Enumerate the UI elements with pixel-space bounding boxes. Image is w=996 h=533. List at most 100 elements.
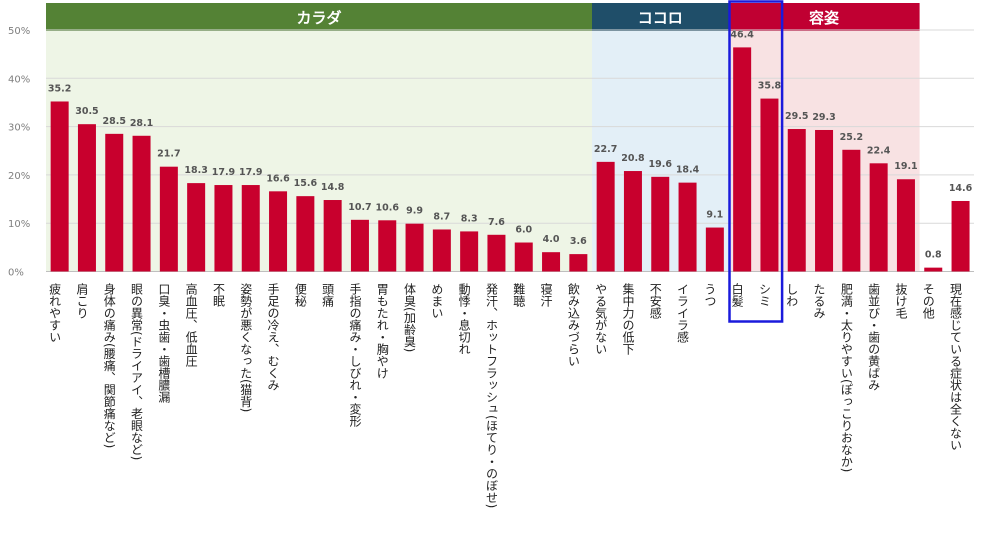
category-label: 疲れやすい — [48, 282, 62, 343]
bars — [50, 47, 970, 272]
category-label: 不安感 — [648, 283, 662, 319]
data-label: 4.0 — [543, 234, 560, 245]
category-label: 飲み込みづらい — [566, 282, 580, 367]
data-label: 15.6 — [294, 178, 318, 189]
bar — [842, 149, 861, 272]
category-label: 体臭(加齢臭) — [403, 283, 417, 353]
category-label: 身体の痛み(腰痛、関節痛など) — [102, 282, 116, 449]
y-tick-label: 10% — [8, 219, 30, 230]
category-label: 高血圧、低血圧 — [184, 282, 198, 368]
data-label: 16.6 — [266, 173, 290, 184]
category-label: めまい — [430, 283, 444, 319]
data-label: 19.1 — [894, 161, 917, 172]
y-tick-label: 40% — [8, 74, 30, 85]
category-label: 歯並び・歯の黄ばみ — [867, 283, 881, 391]
bar — [432, 229, 451, 272]
bar — [323, 200, 342, 272]
bar — [487, 234, 506, 272]
category-label: イライラ感 — [676, 283, 690, 343]
bar — [623, 171, 642, 272]
bar — [705, 227, 724, 272]
data-label: 18.4 — [676, 165, 700, 176]
category-label: たるみ — [812, 283, 826, 319]
bar — [405, 223, 424, 272]
data-label: 0.8 — [925, 250, 942, 261]
category-label: 寝汗 — [539, 282, 553, 307]
data-label: 46.4 — [730, 29, 754, 40]
data-label: 22.7 — [594, 144, 617, 155]
bar — [296, 196, 315, 272]
group-header-label: 容姿 — [808, 9, 839, 27]
category-label: 不眠 — [211, 283, 225, 308]
category-label: 動悸・息切れ — [457, 283, 471, 355]
bar — [733, 47, 752, 272]
data-label: 9.1 — [706, 210, 723, 221]
data-label: 19.6 — [649, 159, 673, 170]
data-label: 18.3 — [184, 165, 207, 176]
data-label: 10.7 — [348, 202, 371, 213]
bar — [159, 166, 178, 272]
category-label: 手足の冷え、むくみ — [266, 283, 280, 391]
bar — [896, 179, 915, 272]
y-tick-label: 50% — [8, 26, 30, 37]
category-label: 肩こり — [75, 282, 89, 319]
group-band-bg — [46, 31, 592, 272]
data-label: 25.2 — [840, 132, 863, 143]
data-label: 17.9 — [212, 167, 235, 178]
bar — [569, 254, 588, 272]
highlight-frame — [728, 0, 784, 323]
data-label: 14.6 — [949, 183, 973, 194]
data-label: 14.8 — [321, 182, 345, 193]
bar — [678, 182, 697, 272]
group-header-label: ココロ — [638, 9, 683, 27]
category-label: 便秘 — [293, 283, 307, 307]
bar — [924, 267, 943, 272]
data-label: 10.6 — [376, 202, 400, 213]
bar — [542, 252, 561, 272]
group-header — [728, 3, 920, 31]
bar — [105, 133, 124, 272]
value-labels: 35.2 30.5 28.5 28.1 21.7 18.3 17.9 17.9 16.6 15.6… — [48, 29, 973, 260]
bar — [378, 220, 397, 272]
bar — [350, 219, 369, 272]
group-header-label: カラダ — [296, 9, 341, 27]
category-label: 難聴 — [512, 282, 526, 307]
category-label: 胃もたれ・胸やけ — [375, 283, 389, 379]
data-label: 20.8 — [621, 153, 645, 164]
bar — [760, 98, 779, 272]
data-label: 28.1 — [130, 118, 153, 129]
bar — [787, 129, 806, 272]
category-labels: 疲れやすい 肩こり 身体の痛み(腰痛、関節痛など) 眼の異常(ドライアイ、老眼など) 口… — [48, 282, 963, 509]
bar — [815, 129, 834, 272]
data-label: 21.7 — [157, 149, 180, 160]
category-label: 白髪 — [730, 282, 744, 308]
bar — [132, 135, 151, 272]
category-label: 口臭・虫歯・歯槽膿漏 — [157, 283, 171, 403]
data-label: 6.0 — [515, 225, 532, 236]
bar — [269, 191, 288, 272]
group-header — [592, 3, 729, 31]
category-label: 抜け毛 — [894, 283, 908, 319]
bar — [651, 176, 670, 272]
data-label: 29.3 — [812, 112, 835, 123]
data-label: 35.8 — [758, 81, 782, 92]
group-header — [46, 3, 592, 31]
data-label: 35.2 — [48, 83, 71, 94]
data-label: 17.9 — [239, 167, 262, 178]
bar — [50, 101, 69, 272]
y-axis: 0% 10% 20% 30% 40% 50% — [8, 26, 30, 279]
y-tick-label: 0% — [8, 268, 24, 279]
bar — [869, 163, 888, 272]
category-label: 現在感じている症状は全くない — [949, 283, 963, 451]
category-label: 頭痛 — [321, 283, 335, 308]
bar — [77, 124, 96, 272]
bar — [460, 231, 479, 272]
category-label: 集中力の低下 — [621, 282, 635, 355]
category-label: 発汗、ホットフラッシュ(ほてり・のぼせ) — [484, 283, 498, 509]
group-bands: カラダ ココロ 容姿 — [46, 3, 920, 272]
data-label: 3.6 — [570, 236, 587, 247]
category-label: 肥満・太りやすい(ぽっこりおなか) — [839, 283, 853, 473]
data-label: 9.9 — [406, 206, 423, 217]
data-label: 22.4 — [867, 145, 891, 156]
